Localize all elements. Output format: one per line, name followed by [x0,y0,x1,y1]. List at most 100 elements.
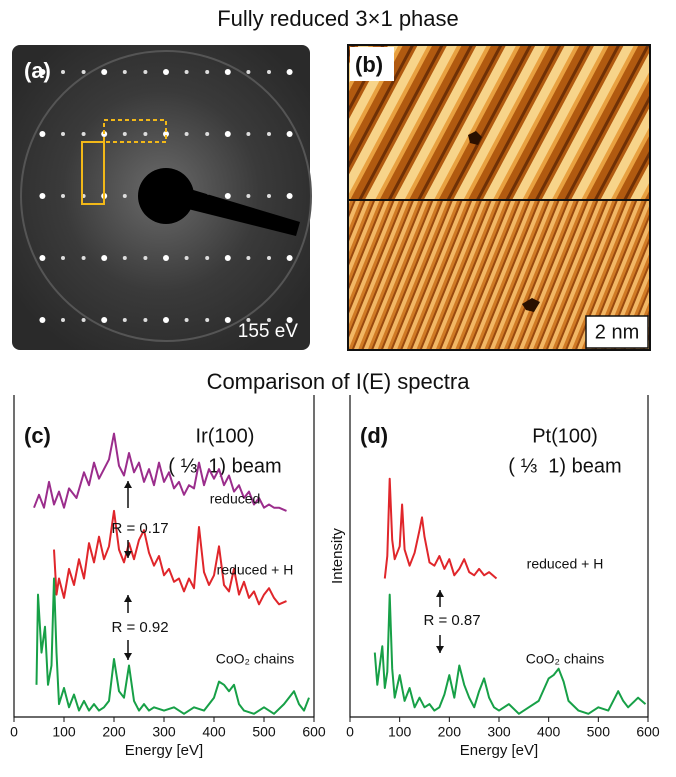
leed-spot [246,318,251,322]
leed-spot [81,132,86,136]
defect [468,131,482,145]
leed-spot [224,193,231,199]
x-axis-label: Energy [eV] [125,742,203,759]
shadow-arm [176,186,300,236]
series-label: CoO₂ chains [526,651,605,667]
series-label: reduced + H [217,562,294,578]
leed-spot [286,193,293,199]
leed-spot [81,256,86,260]
series-line [35,577,310,715]
x-tick-label: 500 [252,724,276,740]
series-label: reduced [210,491,261,507]
leed-spot [163,131,169,137]
leed-spot [267,318,271,322]
series-line [53,509,287,606]
leed-spot [122,132,127,136]
annotation: R = 0.87 [423,612,480,629]
label-box [350,47,394,81]
leed-spot [246,194,251,198]
leed-spot [122,70,127,74]
leed-spot [61,194,65,198]
leed-spot [184,70,189,74]
label-box [585,315,649,349]
leed-spot [267,256,271,260]
leed-spot [205,318,210,322]
arrowhead [436,590,444,597]
panel-label: (a) [24,58,51,83]
leed-spot [184,132,189,136]
leed-spot [61,132,65,136]
leed-image [12,45,312,350]
leed-spot [39,193,46,199]
x-tick-label: 0 [346,724,354,740]
x-axis-label: Energy [eV] [460,742,538,759]
highlight-box [103,119,167,143]
leed-spot [39,317,46,323]
stm-frame [347,44,651,351]
leed-spot [286,317,293,323]
series-line [383,477,498,580]
leed-spot [101,69,108,75]
leed-spot [205,256,210,260]
leed-spot [163,69,169,75]
x-tick-label: 600 [302,724,326,740]
leed-spot [122,256,127,260]
leed-spot [224,255,231,261]
leed-spot [39,131,46,137]
x-tick-label: 100 [388,724,412,740]
x-tick-label: 100 [52,724,76,740]
annotation: R = 0.17 [111,520,168,537]
scale-label: 2 nm [595,321,639,343]
arrowhead [124,551,132,558]
leed-spot [184,256,189,260]
arrowhead [124,481,132,488]
x-tick-label: 300 [152,724,176,740]
leed-spot [61,256,65,260]
x-tick-label: 300 [487,724,511,740]
leed-spot [224,131,231,137]
axis [13,395,315,718]
x-tick-label: 500 [587,724,611,740]
annotation: R = 0.92 [111,619,168,636]
panel-label: (d) [360,423,388,448]
x-tick-label: 0 [10,724,18,740]
x-tick-label: 400 [537,724,561,740]
x-tick-label: 600 [636,724,660,740]
leed-spot [267,132,271,136]
leed-spot [39,255,46,261]
chart-title: Ir(100) [196,425,255,447]
arrowhead [436,646,444,653]
leed-spot [224,69,231,75]
leed-spot [143,132,148,136]
defect [522,298,540,312]
leed-spot [101,317,108,323]
leed-spot [286,131,293,137]
x-tick-label: 200 [102,724,126,740]
leed-spot [122,318,127,322]
leed-screen [20,50,312,342]
energy-label: 155 eV [238,321,299,342]
series-label: reduced + H [527,556,604,572]
leed-spot [205,70,210,74]
leed-spot [61,70,65,74]
leed-spot [163,317,169,323]
leed-spot [81,318,86,322]
x-tick-label: 200 [438,724,462,740]
y-axis-label: Intensity [329,528,346,584]
series-line [33,432,287,512]
leed-spot [163,255,169,261]
leed-spot [143,256,148,260]
leed-spot [184,318,189,322]
series-label: CoO₂ chains [216,651,295,667]
chart-subtitle: ( ⅓ 1) beam [168,455,281,477]
leed-spot [143,318,148,322]
chart-subtitle: ( ⅓ 1) beam [508,455,621,477]
figure-title: Fully reduced 3×1 phase [217,6,459,31]
leed-spot [81,70,86,74]
leed-spot [39,69,46,75]
highlight-box [81,141,105,205]
leed-spot [122,194,127,198]
stm-image-top [348,45,650,200]
